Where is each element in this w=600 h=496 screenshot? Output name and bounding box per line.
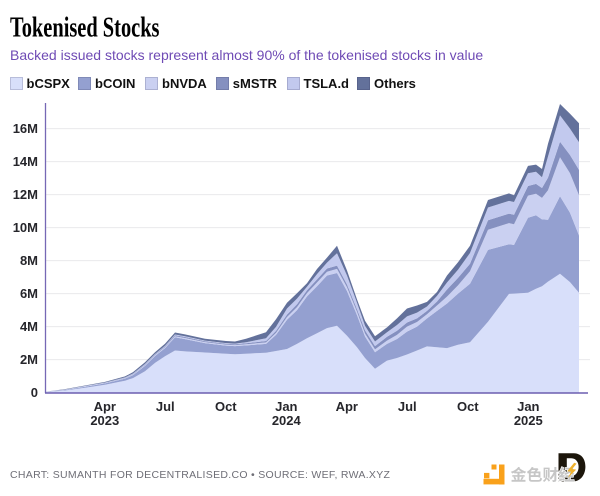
svg-text:Tokenised Stocks: Tokenised Stocks — [10, 12, 160, 43]
